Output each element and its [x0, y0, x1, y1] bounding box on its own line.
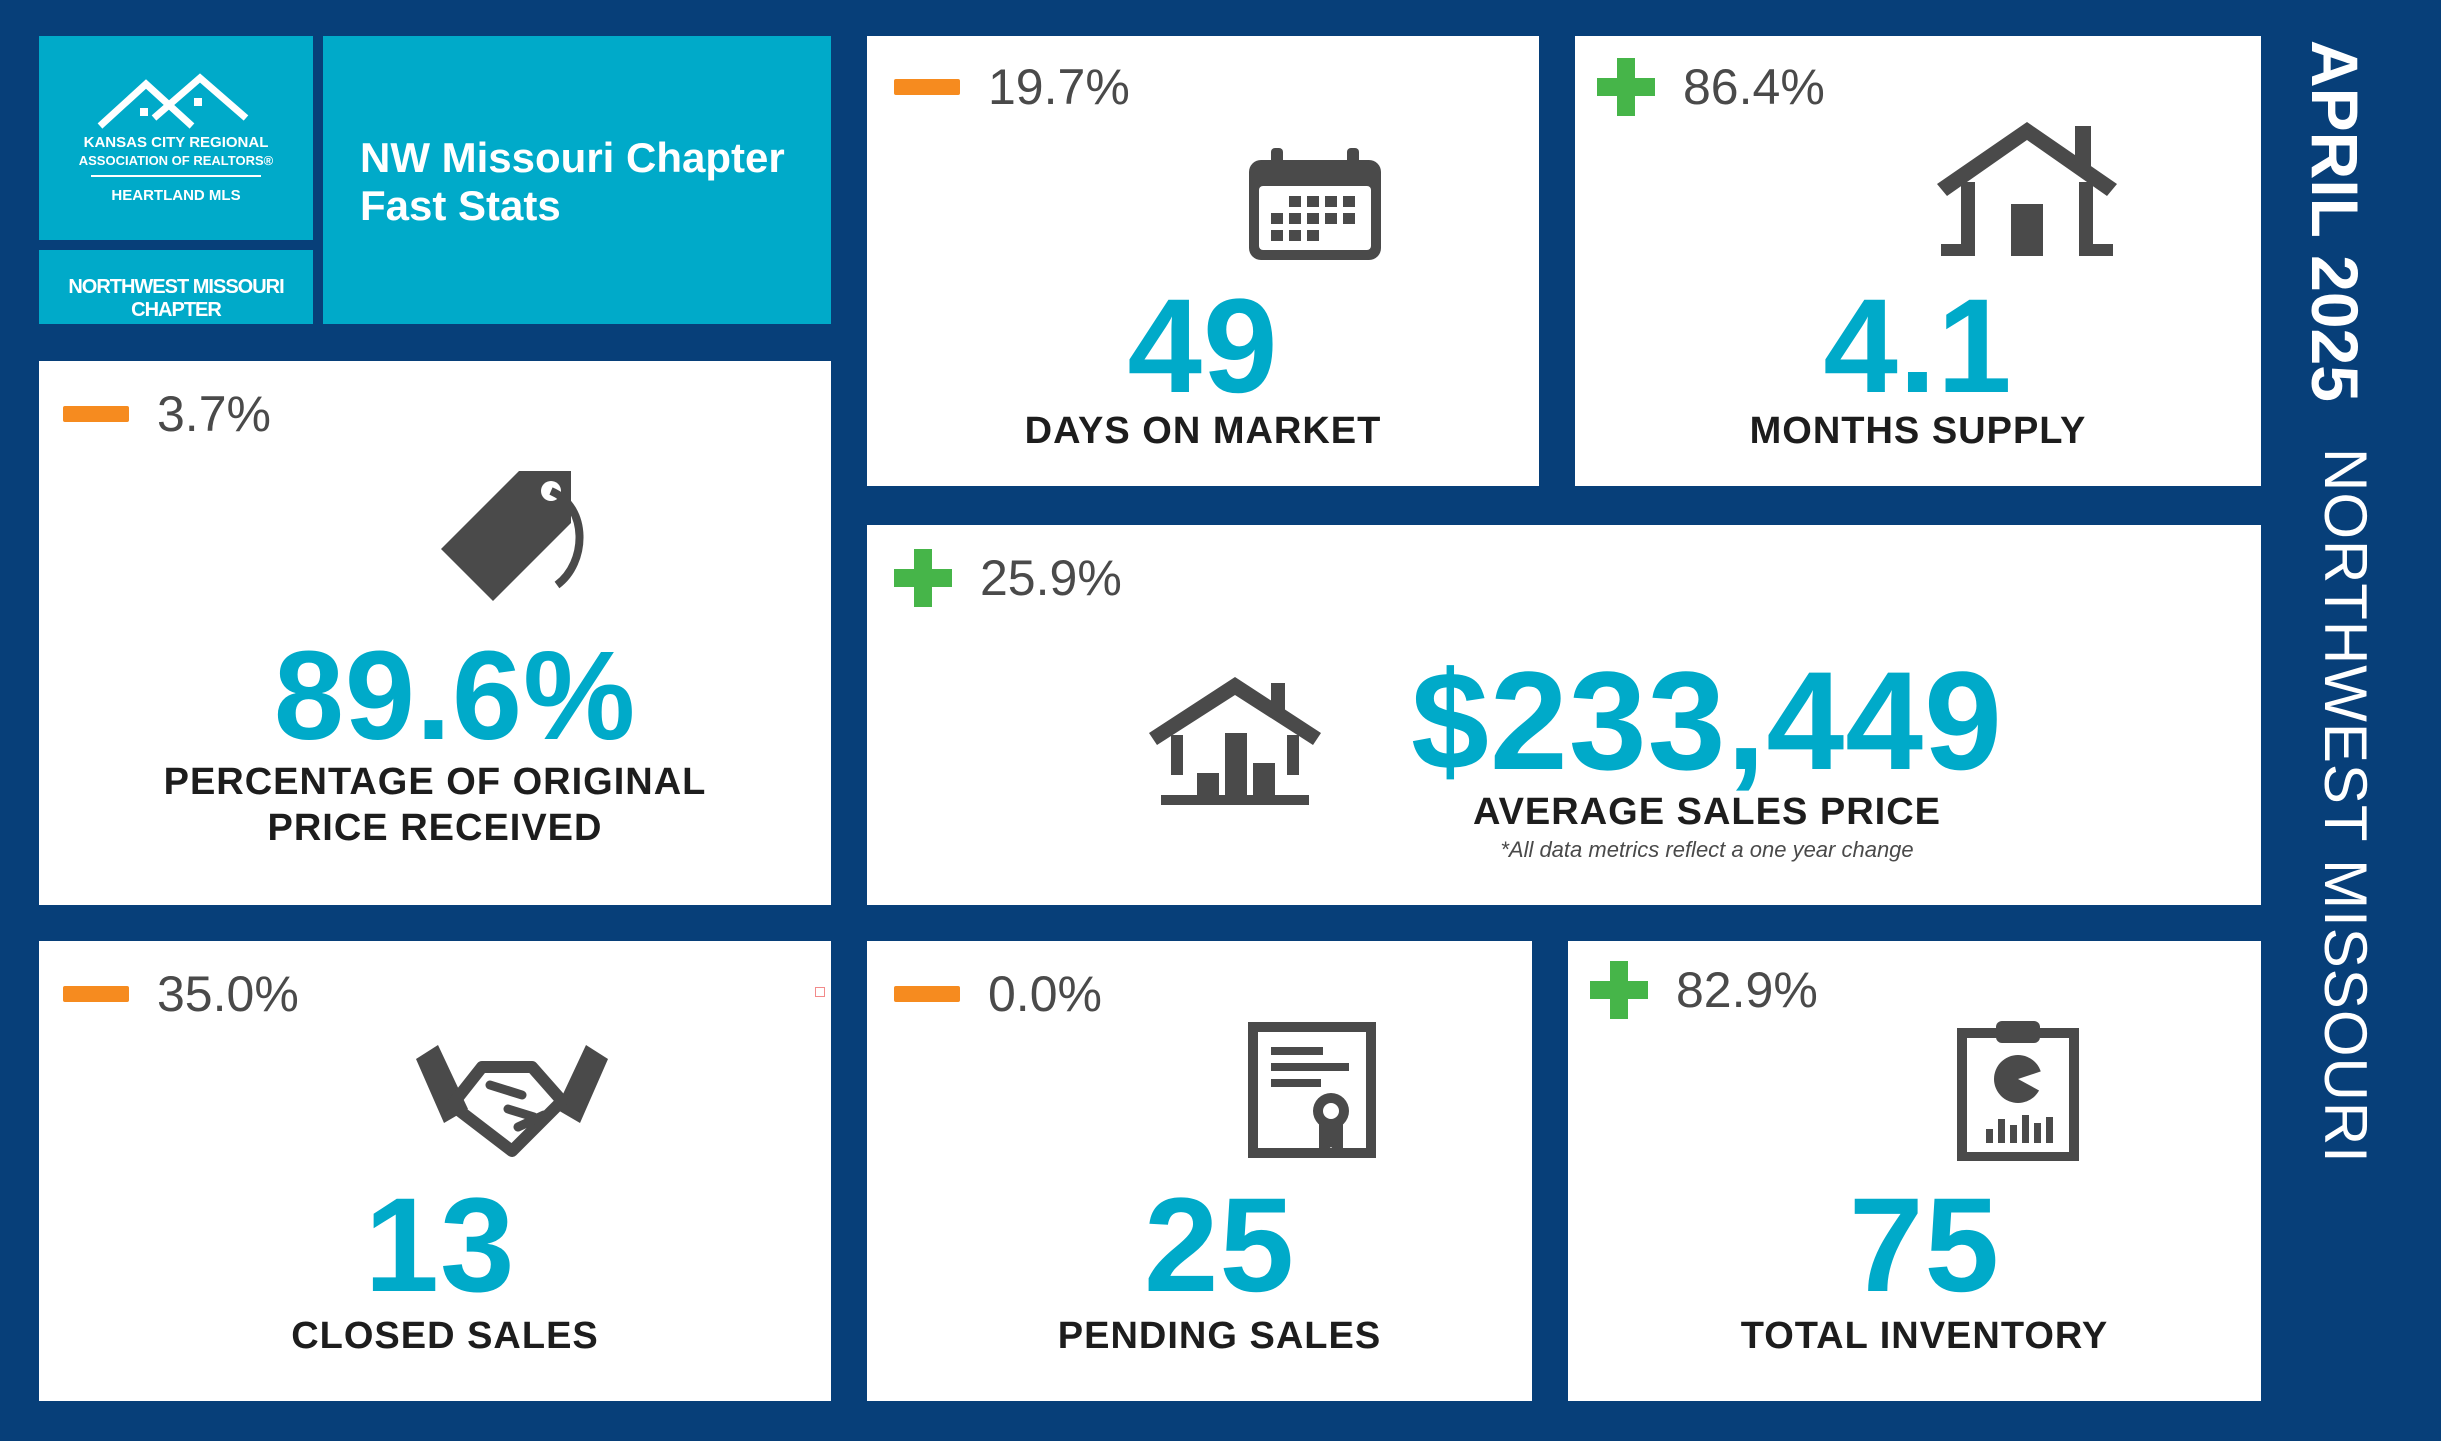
- months-supply-card: 86.4% 4.1 MONTHS SUPPLY: [1575, 36, 2261, 486]
- pct-original-price-label-line2: PRICE RECEIVED: [267, 807, 603, 849]
- total-inventory-value: 75: [1848, 1171, 2001, 1320]
- logo-panel: KANSAS CITY REGIONAL ASSOCIATION OF REAL…: [39, 36, 313, 240]
- change-indicator: 82.9%: [1590, 961, 1818, 1019]
- handshake-icon: [416, 1045, 608, 1157]
- months-supply-label: MONTHS SUPPLY: [1749, 410, 2087, 452]
- chapter-panel: NORTHWEST MISSOURI CHAPTER: [39, 250, 313, 324]
- small-marker-icon: [815, 987, 825, 997]
- title-panel: NW Missouri Chapter Fast Stats: [323, 36, 831, 324]
- clipboard-chart-icon: [1957, 1021, 2079, 1161]
- logo-line2: ASSOCIATION OF REALTORS®: [78, 153, 274, 168]
- months-supply-value: 4.1: [1823, 272, 2013, 421]
- change-indicator: 25.9%: [894, 549, 1122, 607]
- data-footnote: *All data metrics reflect a one year cha…: [1500, 837, 1914, 862]
- minus-icon: [63, 406, 129, 422]
- house-chart-icon: [1149, 677, 1321, 805]
- plus-icon: [1590, 961, 1648, 1019]
- avg-sales-price-value: $233,449: [1411, 642, 2003, 799]
- change-indicator: 86.4%: [1597, 58, 1825, 116]
- pct-original-price-value: 89.6%: [273, 625, 637, 766]
- avg-sales-price-label: AVERAGE SALES PRICE: [1472, 791, 1942, 833]
- closed-sales-value: 13: [364, 1171, 516, 1320]
- change-percent: 19.7%: [988, 59, 1130, 115]
- change-percent: 82.9%: [1676, 962, 1818, 1018]
- realtors-logo-icon: [97, 73, 249, 129]
- change-percent: 3.7%: [157, 386, 271, 442]
- pct-original-price-card: 3.7% 89.6% PERCENTAGE OF ORIGINAL PRICE …: [39, 361, 831, 905]
- minus-icon: [894, 986, 960, 1002]
- change-percent: 0.0%: [988, 966, 1102, 1022]
- calendar-icon: [1249, 148, 1381, 260]
- days-on-market-value: 49: [1127, 272, 1279, 421]
- pending-sales-card: 0.0% 25 PENDING SALES: [867, 941, 1532, 1401]
- minus-icon: [894, 79, 960, 95]
- days-on-market-card: 19.7% 49 DAYS ON MARKET: [867, 36, 1539, 486]
- pending-sales-label: PENDING SALES: [1057, 1315, 1382, 1357]
- days-on-market-label: DAYS ON MARKET: [1024, 410, 1382, 452]
- change-indicator: 19.7%: [894, 58, 1130, 116]
- total-inventory-label: TOTAL INVENTORY: [1740, 1315, 2109, 1357]
- house-icon: [1937, 122, 2117, 256]
- region-name: NORTHWEST MISSOURI: [2312, 448, 2379, 1164]
- price-tag-icon: [441, 471, 584, 601]
- plus-icon: [894, 549, 952, 607]
- pending-sales-value: 25: [1143, 1171, 1296, 1320]
- logo-line3: HEARTLAND MLS: [111, 187, 241, 204]
- page-title-line2: Fast Stats: [360, 182, 561, 229]
- side-banner: APRIL 2025 NORTHWEST MISSOURI: [2290, 36, 2410, 1406]
- logo-line1: KANSAS CITY REGIONAL: [83, 134, 269, 151]
- change-indicator: 0.0%: [894, 965, 1102, 1023]
- closed-sales-card: 35.0% 13 CLOSED SALES: [39, 941, 831, 1401]
- minus-icon: [63, 986, 129, 1002]
- page-title: NW Missouri Chapter Fast Stats: [360, 134, 785, 230]
- pct-original-price-label-line1: PERCENTAGE OF ORIGINAL: [163, 761, 707, 803]
- change-percent: 35.0%: [157, 966, 299, 1022]
- page-title-line1: NW Missouri Chapter: [360, 134, 785, 181]
- change-indicator: 3.7%: [63, 385, 271, 443]
- closed-sales-label: CLOSED SALES: [291, 1315, 599, 1357]
- change-percent: 25.9%: [980, 550, 1122, 606]
- certificate-icon: [1248, 1022, 1376, 1158]
- plus-icon: [1597, 58, 1655, 116]
- avg-sales-price-card: 25.9% $233,449 AVERAGE SALES PRICE *All …: [867, 525, 2261, 905]
- total-inventory-card: 82.9% 75 TOTAL INVENTORY: [1568, 941, 2261, 1401]
- change-percent: 86.4%: [1683, 59, 1825, 115]
- pct-original-price-label: PERCENTAGE OF ORIGINAL PRICE RECEIVED: [39, 759, 831, 851]
- change-indicator: 35.0%: [63, 965, 299, 1023]
- logo-divider: [91, 175, 261, 177]
- report-date: APRIL 2025: [2298, 40, 2372, 402]
- chapter-label: NORTHWEST MISSOURI CHAPTER: [68, 276, 284, 321]
